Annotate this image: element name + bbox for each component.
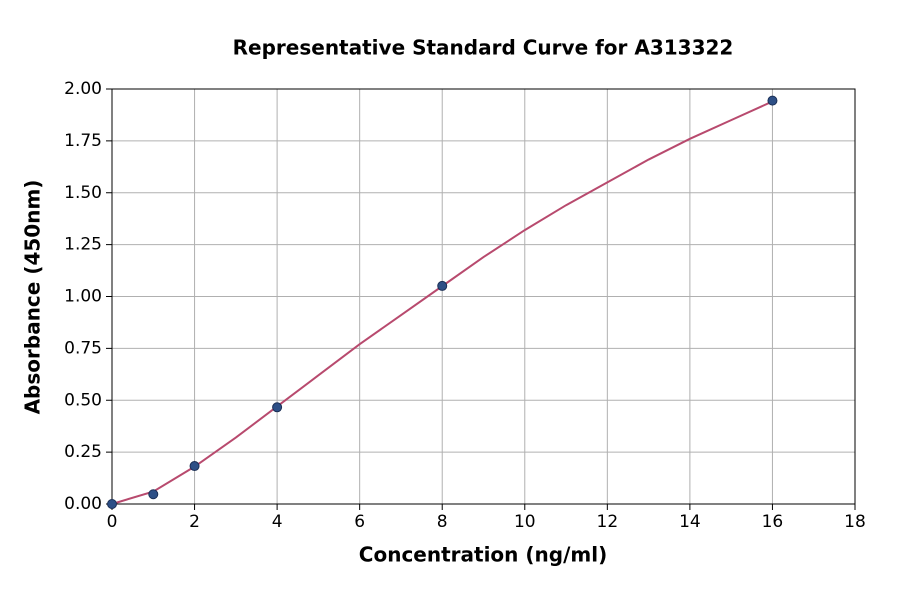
data-point [767, 95, 778, 106]
y-tick-label: 0.50 [64, 390, 102, 410]
data-point [189, 461, 200, 472]
y-tick-label: 0.25 [64, 442, 102, 462]
y-tick-label: 1.50 [64, 183, 102, 203]
data-point [272, 402, 283, 413]
x-tick-label: 0 [107, 512, 118, 532]
x-tick-label: 12 [597, 512, 619, 532]
x-tick-label: 8 [437, 512, 448, 532]
y-tick-label: 0.75 [64, 338, 102, 358]
data-point [148, 489, 159, 500]
y-axis-label: Absorbance (450nm) [21, 180, 45, 415]
data-point [107, 499, 117, 509]
x-axis-label: Concentration (ng/ml) [359, 543, 607, 567]
x-tick-label: 16 [762, 512, 784, 532]
x-tick-label: 2 [189, 512, 200, 532]
y-tick-label: 1.00 [64, 287, 102, 307]
y-tick-label: 2.00 [64, 79, 102, 99]
chart-title: Representative Standard Curve for A31332… [233, 36, 734, 60]
y-tick-label: 1.25 [64, 235, 102, 255]
x-tick-label: 4 [272, 512, 283, 532]
x-tick-label: 10 [514, 512, 536, 532]
x-tick-label: 6 [354, 512, 365, 532]
x-tick-label: 18 [844, 512, 866, 532]
plot-frame [111, 88, 856, 505]
y-tick-label: 0.00 [64, 494, 102, 514]
y-tick-label: 1.75 [64, 131, 102, 151]
data-point [437, 280, 448, 291]
x-tick-label: 14 [679, 512, 701, 532]
